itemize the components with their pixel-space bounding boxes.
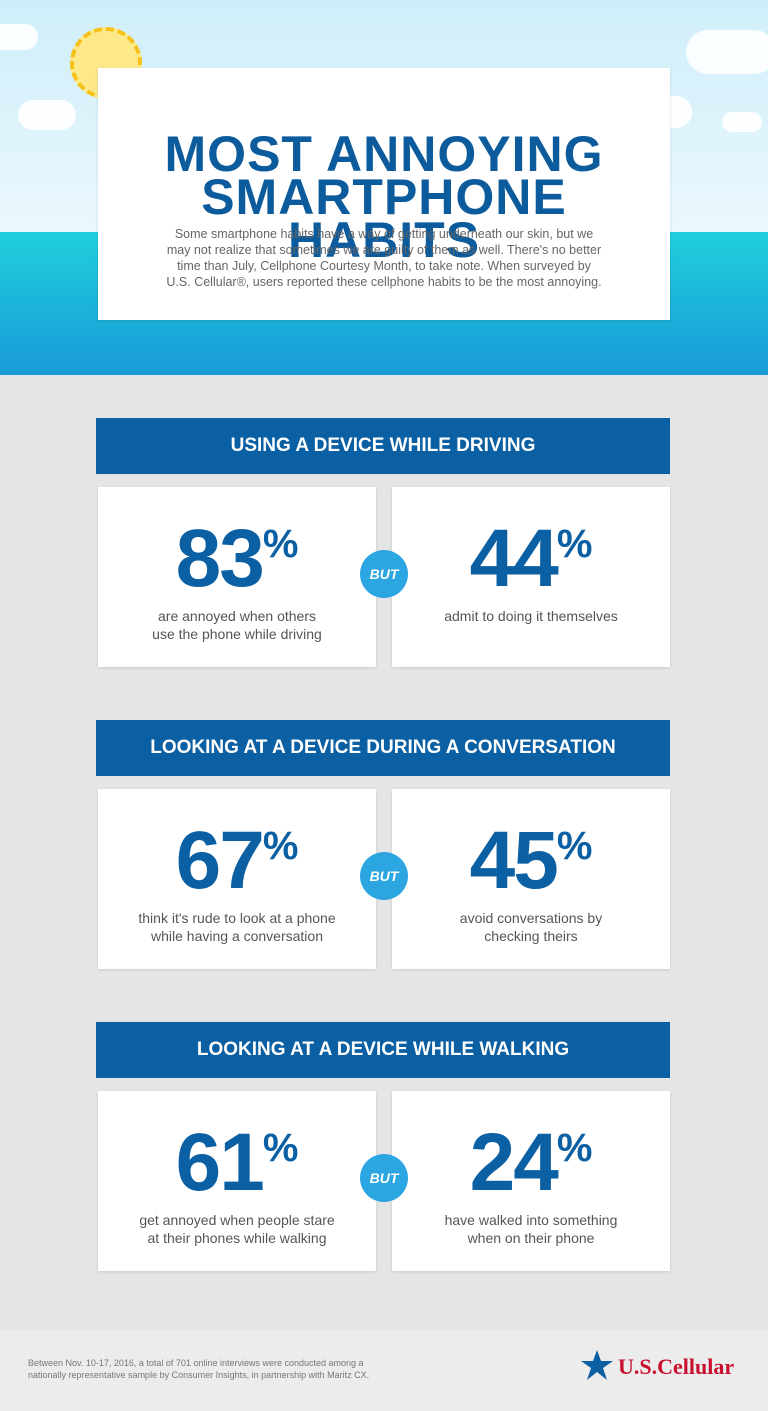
- stat-caption: think it's rude to look at a phone while …: [98, 909, 376, 945]
- stat-number: 44%: [392, 518, 670, 600]
- title: MOST ANNOYING SMARTPHONE HABITS: [98, 126, 670, 268]
- connector: BUT: [360, 1154, 408, 1202]
- title-line: MOST ANNOYING: [164, 126, 604, 182]
- stat-caption: have walked into something when on their …: [392, 1211, 670, 1247]
- footnote: Between Nov. 10-17, 2016, a total of 701…: [28, 1357, 369, 1381]
- stat-card: 61% get annoyed when people stare at their…: [98, 1091, 376, 1271]
- caption-line: use the phone while driving: [152, 626, 322, 642]
- stat-number: 83%: [98, 518, 376, 600]
- stat-value: 44: [469, 513, 559, 604]
- intro-line: may not realize that sometimes we are gu…: [166, 243, 602, 257]
- caption-line: admit to doing it themselves: [444, 608, 618, 624]
- caption-line: checking theirs: [484, 928, 578, 944]
- intro-line: Some smartphone habits have a way of get…: [174, 227, 594, 241]
- logo-star: [580, 1348, 614, 1382]
- stat-card: 67% think it's rude to look at a phone whi…: [98, 789, 376, 969]
- connector: BUT: [360, 852, 408, 900]
- star-icon: [581, 1350, 613, 1380]
- stat-number: 67%: [98, 820, 376, 902]
- stat-value: 83: [175, 513, 265, 604]
- stat-value: 61: [175, 1117, 265, 1208]
- caption-line: when on their phone: [467, 1230, 595, 1246]
- stat-number: 61%: [98, 1122, 376, 1204]
- caption-line: avoid conversations by: [459, 910, 603, 926]
- stat-card: 44% admit to doing it themselves: [392, 487, 670, 667]
- stat-card: 24% have walked into something when on the…: [392, 1091, 670, 1271]
- caption-line: think it's rude to look at a phone: [138, 910, 336, 926]
- star: [581, 1350, 613, 1380]
- caption-line: while having a conversation: [151, 928, 323, 944]
- section-heading: USING A DEVICE WHILE DRIVING: [96, 418, 670, 474]
- section-heading: LOOKING AT A DEVICE WHILE WALKING: [96, 1022, 670, 1078]
- caption-line: have walked into something: [444, 1212, 618, 1228]
- title-line: SMARTPHONE HABITS: [201, 169, 567, 268]
- section-heading: LOOKING AT A DEVICE DURING A CONVERSATIO…: [96, 720, 670, 776]
- stat-number: 24%: [392, 1122, 670, 1204]
- header-card: [98, 68, 670, 320]
- cloud: [722, 112, 762, 132]
- stat-card: 45% avoid conversations by checking theirs: [392, 789, 670, 969]
- logo: U.S.Cellular: [618, 1354, 735, 1379]
- stat-suffix: %: [262, 1126, 299, 1170]
- caption-line: are annoyed when others: [158, 608, 316, 624]
- stat-caption: get annoyed when people stare at their ph…: [98, 1211, 376, 1247]
- intro-line: U.S. Cellular®, users reported these cel…: [166, 275, 602, 289]
- stat-caption: are annoyed when others use the phone whi…: [98, 607, 376, 643]
- cloud: [686, 30, 768, 74]
- stat-caption: avoid conversations by checking theirs: [392, 909, 670, 945]
- stat-suffix: %: [556, 522, 593, 566]
- caption-line: at their phones while walking: [147, 1230, 327, 1246]
- stat-number: 45%: [392, 820, 670, 902]
- note-line: nationally representative sample by Cons…: [28, 1370, 370, 1380]
- stat-value: 24: [469, 1117, 559, 1208]
- stat-value: 45: [469, 815, 559, 906]
- caption-line: get annoyed when people stare: [139, 1212, 335, 1228]
- stat-suffix: %: [262, 824, 299, 868]
- footer: Between Nov. 10-17, 2016, a total of 701…: [0, 1330, 768, 1411]
- stat-card: 83% are annoyed when others use the phone …: [98, 487, 376, 667]
- stat-value: 67: [175, 815, 265, 906]
- connector: BUT: [360, 550, 408, 598]
- note-line: Between Nov. 10-17, 2016, a total of 701…: [28, 1358, 364, 1368]
- cloud: [18, 100, 76, 130]
- stat-suffix: %: [556, 824, 593, 868]
- intro-line: time than July, Cellphone Courtesy Month…: [177, 259, 591, 273]
- stat-caption: admit to doing it themselves: [392, 607, 670, 625]
- stat-suffix: %: [262, 522, 299, 566]
- stat-suffix: %: [556, 1126, 593, 1170]
- cloud: [0, 24, 38, 50]
- intro: Some smartphone habits have a way of get…: [98, 226, 670, 290]
